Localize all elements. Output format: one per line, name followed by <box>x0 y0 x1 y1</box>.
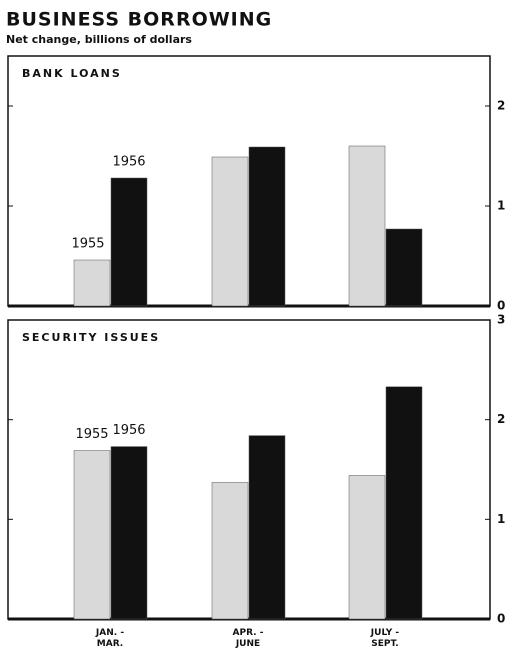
bar <box>211 156 249 307</box>
panel-title: SECURITY ISSUES <box>22 331 160 344</box>
y-tick-label: 0 <box>497 612 505 626</box>
y-tick-label: 0 <box>497 299 505 313</box>
x-tick-label: JULY - SEPT. <box>370 628 400 649</box>
y-tick-label: 1 <box>497 199 505 213</box>
bar <box>348 145 386 307</box>
bar <box>385 386 423 620</box>
y-tick-label: 2 <box>497 99 505 113</box>
y-tick-label: 2 <box>497 412 505 426</box>
series-label: 1956 <box>112 423 145 438</box>
x-tick-label: JAN. - MAR. <box>95 628 125 649</box>
series-label: 1955 <box>71 237 104 252</box>
y-tick-label: 1 <box>497 512 505 526</box>
panel-title: BANK LOANS <box>22 67 122 80</box>
bar <box>73 259 111 307</box>
bar <box>73 450 111 620</box>
bar <box>348 475 386 620</box>
y-tick-label: 3 <box>497 313 505 327</box>
series-label: 1955 <box>75 427 108 442</box>
bar <box>110 177 148 307</box>
chart-title: BUSINESS BORROWING <box>6 9 272 31</box>
bar <box>248 146 286 307</box>
series-label: 1956 <box>112 155 145 170</box>
bar <box>110 446 148 620</box>
bar <box>385 228 423 307</box>
bar <box>248 435 286 620</box>
chart-subtitle: Net change, billions of dollars <box>6 33 192 46</box>
x-tick-label: APR. - JUNE <box>232 628 264 649</box>
bar <box>211 482 249 620</box>
